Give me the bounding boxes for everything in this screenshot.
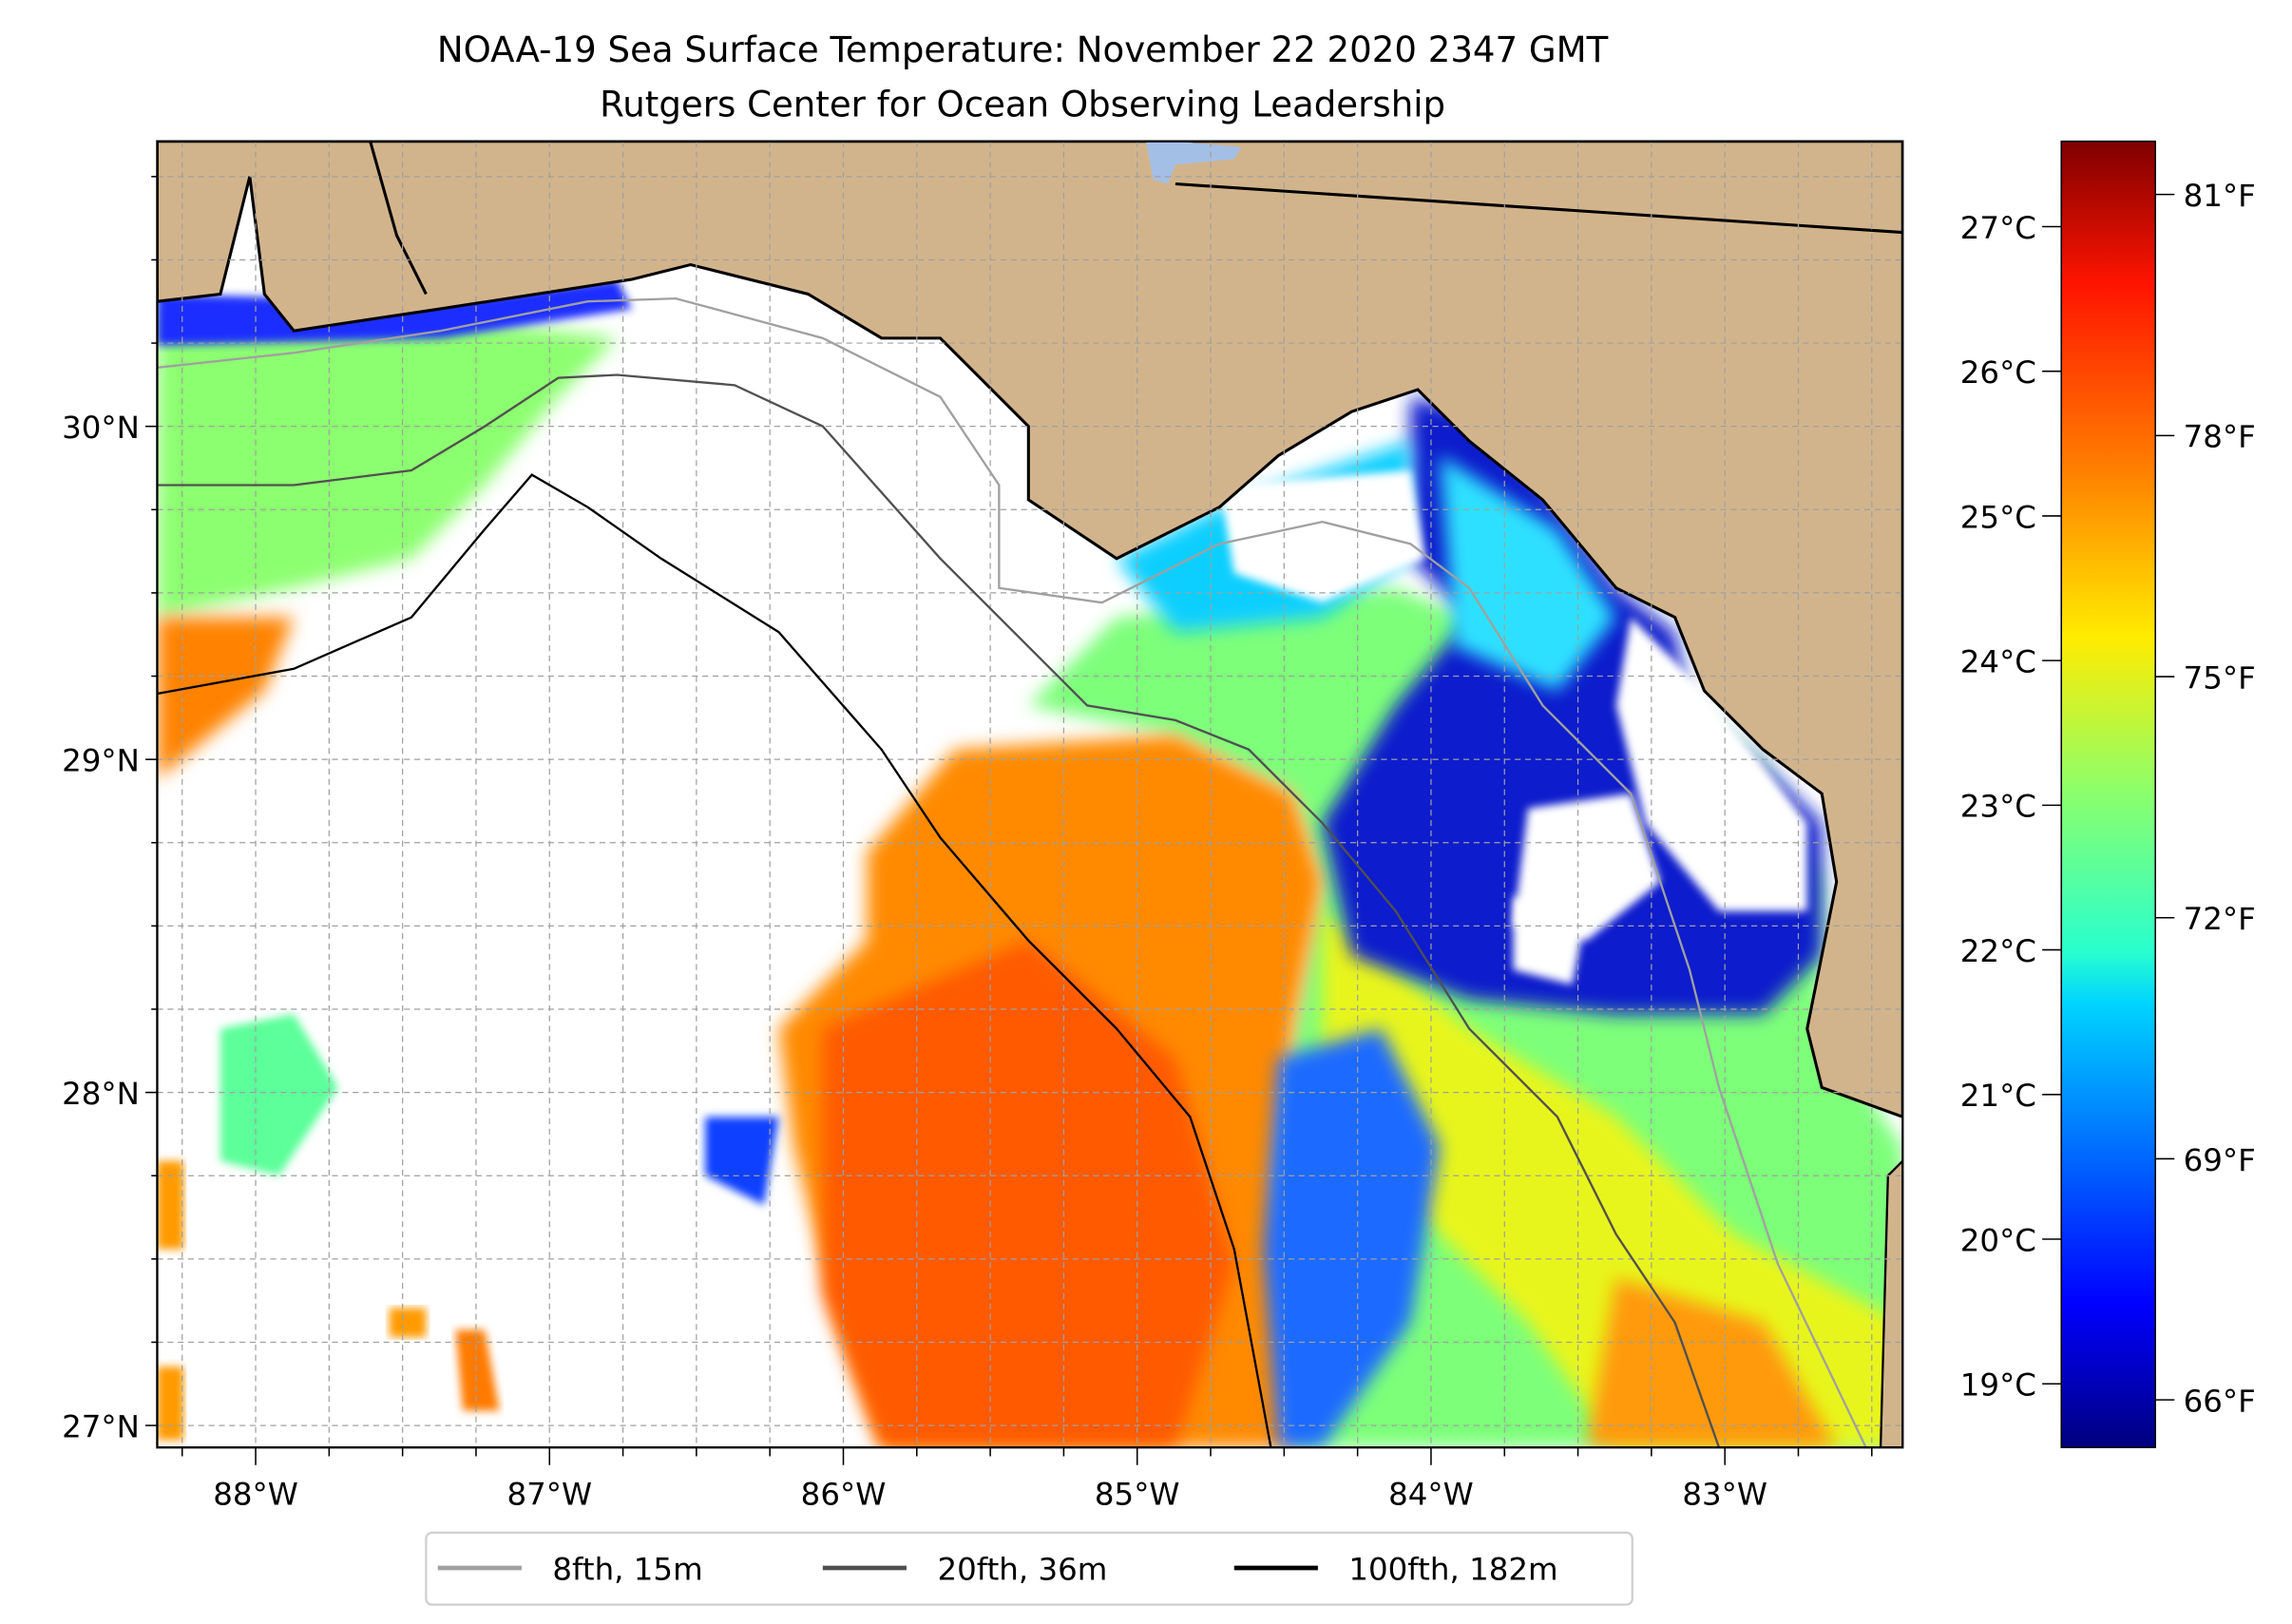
celsius-tick-label: 24°C [1960,644,2036,680]
map-area [157,141,1903,1448]
fahrenheit-tick-label: 75°F [2184,659,2256,696]
lat-tick-label: 30°N [62,410,140,446]
celsius-tick-label: 19°C [1960,1367,2036,1404]
contour-20fth [157,373,1721,1448]
gridlines [157,141,1903,1448]
celsius-tick-label: 21°C [1960,1078,2036,1114]
legend-label-20fth: 20fth, 36m [937,1551,1107,1587]
legend: 8fth, 15m 20fth, 36m 100fth, 182m [425,1531,1633,1606]
celsius-tick-label: 27°C [1960,210,2036,246]
fahrenheit-tick-label: 66°F [2184,1384,2256,1420]
fahrenheit-tick-label: 69°F [2184,1142,2256,1178]
colorbar [2060,140,2156,1448]
celsius-tick-label: 20°C [1960,1222,2036,1258]
state-border [369,141,1903,296]
title-line-2: Rutgers Center for Ocean Observing Leade… [600,84,1445,124]
lon-tick-label: 87°W [506,1477,592,1513]
contour-100fth [157,473,1272,1448]
lon-tick-label: 84°W [1388,1477,1474,1513]
land [157,141,1903,1118]
lat-tick-label: 27°N [62,1408,140,1444]
legend-label-100fth: 100fth, 182m [1348,1551,1557,1587]
lon-tick-label: 83°W [1682,1477,1767,1513]
title-line-1: NOAA-19 Sea Surface Temperature: Novembe… [437,29,1609,70]
celsius-tick-label: 26°C [1960,354,2036,391]
fahrenheit-tick-label: 78°F [2184,419,2256,455]
lon-tick-label: 85°W [1095,1477,1180,1513]
legend-label-8fth: 8fth, 15m [552,1551,702,1587]
lat-tick-label: 29°N [62,743,140,779]
map-frame [156,140,1904,1449]
map-axes: 88°W 87°W 86°W 85°W 84°W 83°W 30°N 29°N 28°N 27°N [62,176,1873,1513]
celsius-tick-label: 22°C [1960,933,2036,969]
lon-tick-label: 88°W [213,1477,298,1513]
celsius-tick-label: 25°C [1960,499,2036,535]
contour-8fth [157,296,1867,1448]
celsius-tick-label: 23°C [1960,789,2036,825]
fahrenheit-tick-label: 72°F [2184,901,2256,937]
lake [1146,141,1242,184]
lat-tick-label: 28°N [62,1076,140,1112]
colorbar-ticks: 27°C 26°C 25°C 24°C 23°C 22°C 21°C 20°C 19°C 81°F… [1960,178,2256,1419]
fahrenheit-tick-label: 81°F [2184,178,2256,214]
lon-tick-label: 86°W [801,1477,887,1513]
